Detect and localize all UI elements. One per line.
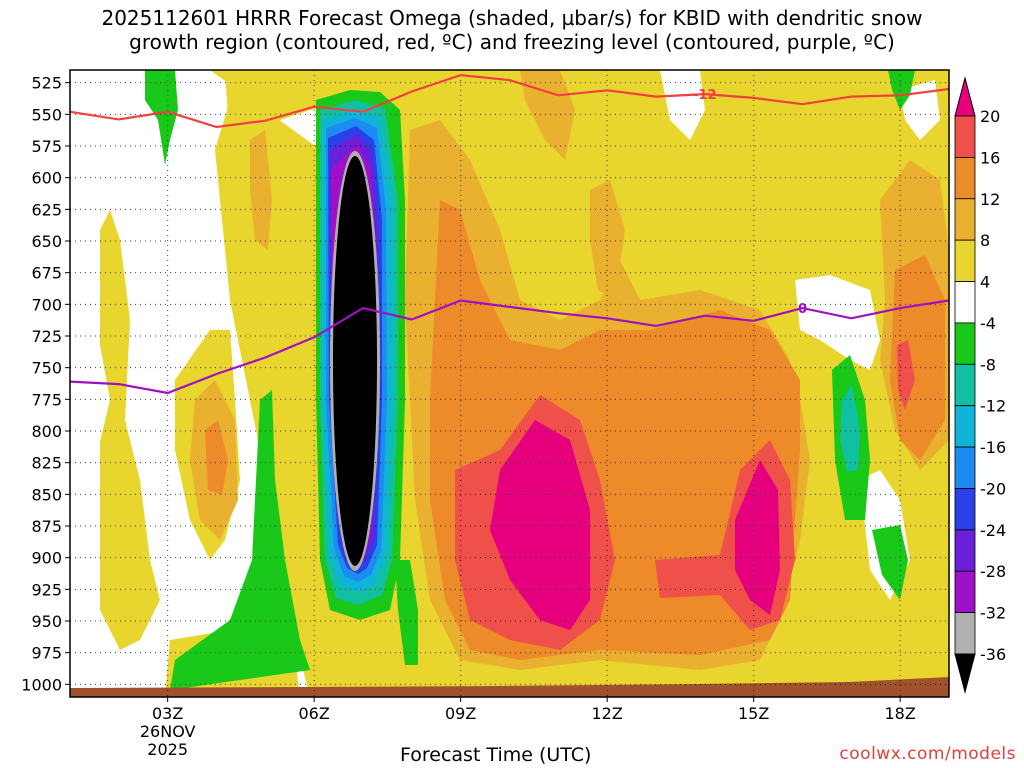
colorbar-bin	[954, 446, 976, 489]
y-tick-label: 800	[31, 422, 62, 441]
colorbar-label: -28	[980, 562, 1006, 581]
colorbar-bin	[954, 363, 976, 407]
shade-green-top-left	[145, 70, 178, 165]
isotherm-line	[70, 73, 949, 129]
shade-white-gap2	[660, 70, 705, 140]
y-tick-label: 700	[31, 295, 62, 314]
shade-green-right-small	[872, 525, 908, 600]
colorbar-bin	[954, 239, 976, 282]
colorbar-label: -20	[980, 479, 1006, 498]
y-tick-label: 825	[31, 454, 62, 473]
terrain-surface	[70, 677, 949, 697]
x-tick-label: 09Z	[445, 704, 476, 723]
colorbar-label: 4	[980, 273, 990, 292]
colorbar-top-triangle	[954, 76, 976, 117]
y-tick-label: 900	[31, 549, 62, 568]
title-line-1: 2025112601 HRRR Forecast Omega (shaded, …	[101, 6, 923, 30]
shade-white-gap5	[80, 345, 110, 450]
y-tick-label: 650	[31, 232, 62, 251]
credit-link[interactable]: coolwx.com/models	[839, 744, 1016, 764]
colorbar-label: 12	[980, 190, 1000, 209]
colorbar-label: -16	[980, 438, 1006, 457]
y-tick-label: 625	[31, 200, 62, 219]
shade-gold-top	[520, 70, 575, 160]
plot-frame	[69, 69, 950, 698]
y-tick-label: 850	[31, 485, 62, 504]
y-tick-label: 525	[31, 74, 62, 93]
shade-red-far-right	[897, 340, 915, 410]
colorbar-bin	[954, 570, 976, 614]
colorbar-bin	[954, 612, 976, 655]
y-tick-label: 725	[31, 327, 62, 346]
shade-black-core	[333, 156, 377, 566]
isotherm-line	[70, 299, 949, 395]
colorbar-label: -8	[980, 355, 996, 374]
y-tick-label: 675	[31, 264, 62, 283]
shade-white-gap1	[795, 275, 880, 370]
x-tick-label: 06Z	[299, 704, 330, 723]
colorbar-label: -24	[980, 521, 1006, 540]
isotherm-contours: -12 0	[70, 73, 949, 395]
colorbar-label: -36	[980, 645, 1006, 664]
chart-title: 2025112601 HRRR Forecast Omega (shaded, …	[0, 6, 1024, 54]
y-tick-label: 875	[31, 517, 62, 536]
isotherm-label: -12	[693, 88, 717, 103]
shade-magenta-right	[735, 460, 780, 615]
shade-orange-left-spot	[205, 420, 228, 495]
y-tick-label: 925	[31, 580, 62, 599]
x-tick-label: 12Z	[592, 704, 623, 723]
colorbar-bin	[954, 405, 976, 448]
colorbar-label: 16	[980, 148, 1000, 167]
shade-magenta-main	[490, 420, 590, 630]
x-date-label: 26NOV	[140, 722, 196, 741]
colorbar-bin	[954, 198, 976, 241]
y-tick-label: 975	[31, 644, 62, 663]
y-tick-label: 575	[31, 137, 62, 156]
shade-green-top-right	[888, 70, 915, 110]
y-tick-label: 1000	[21, 675, 62, 694]
colorbar-label: 8	[980, 231, 990, 250]
title-line-2: growth region (contoured, red, ºC) and f…	[129, 30, 895, 54]
colorbar-label: -32	[980, 604, 1006, 623]
colorbar-bin	[954, 529, 976, 572]
shade-teal-right-cell	[840, 385, 860, 472]
y-axis-ticks: 525 550 575 600 625 650 675 700 725 750 775 800 825 8…	[21, 74, 70, 694]
colorbar-bin	[954, 115, 976, 158]
colorbar-bottom-triangle	[954, 653, 976, 694]
colorbar-bin	[954, 488, 976, 531]
y-tick-label: 775	[31, 390, 62, 409]
shade-gold-upper-left	[250, 130, 272, 250]
colorbar-label: -12	[980, 397, 1006, 416]
shade-orange-right	[890, 255, 945, 460]
x-axis-title: Forecast Time (UTC)	[400, 744, 592, 766]
omega-shading	[70, 70, 949, 697]
shade-green-center-bottom	[395, 560, 418, 665]
y-tick-label: 950	[31, 612, 62, 631]
colorbar: 20 16 12 8 4 -4 -8 -12 -16 -20 -24 -28 -32 -36	[954, 76, 1006, 694]
colorbar-bin	[954, 322, 976, 365]
isotherm-label: 0	[798, 302, 807, 317]
x-tick-label: 15Z	[738, 704, 769, 723]
colorbar-bin	[954, 281, 976, 324]
y-tick-label: 550	[31, 105, 62, 124]
colorbar-bin	[954, 156, 976, 200]
y-tick-label: 750	[31, 359, 62, 378]
shade-yellow-left	[100, 210, 160, 650]
shade-green-lower-left	[170, 390, 310, 690]
x-year-label: 2025	[147, 740, 188, 759]
x-tick-label: 03Z	[152, 704, 183, 723]
colorbar-label: -4	[980, 314, 996, 333]
shade-yellow-upper-left	[225, 70, 410, 300]
y-tick-label: 600	[31, 169, 62, 188]
x-tick-label: 18Z	[885, 704, 916, 723]
colorbar-label: 20	[980, 107, 1000, 126]
